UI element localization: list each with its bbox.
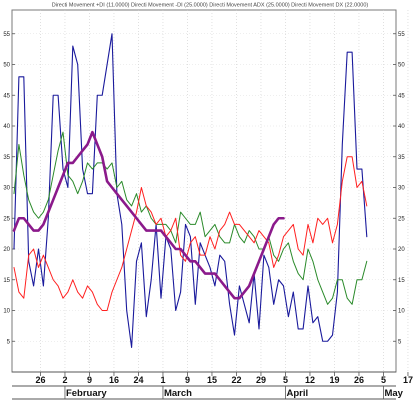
month-label: March — [164, 388, 192, 399]
y-tick-label-right: 40 — [398, 124, 405, 130]
x-tick-label: 12 — [305, 375, 315, 385]
y-tick-label-right: 20 — [398, 247, 405, 253]
month-label: May — [384, 388, 403, 399]
y-tick-label-left: 45 — [3, 93, 10, 99]
x-tick-label: 22 — [231, 375, 241, 385]
x-tick-label: 16 — [109, 375, 119, 385]
y-axis-left: 5 10 15 20 25 30 35 40 45 50 55 — [3, 32, 15, 345]
y-tick-label-left: 25 — [3, 216, 10, 222]
month-label: February — [66, 388, 107, 399]
y-tick-label-left: 5 — [7, 339, 11, 345]
x-tick-label: 26 — [35, 375, 45, 385]
x-tick-label: 9 — [87, 375, 92, 385]
month-label: April — [286, 388, 308, 399]
x-tick-label: 19 — [329, 375, 339, 385]
x-tick-label: 29 — [256, 375, 266, 385]
x-tick-label: 5 — [381, 375, 386, 385]
x-tick-label: 15 — [207, 375, 217, 385]
y-tick-label-right: 35 — [398, 155, 405, 161]
y-tick-label-right: 50 — [398, 63, 405, 69]
x-tick-label: 1 — [160, 375, 165, 385]
y-tick-label-left: 35 — [3, 155, 10, 161]
y-tick-label-right: 25 — [398, 216, 405, 222]
y-tick-label-right: 5 — [398, 339, 402, 345]
x-tick-label: 17 — [403, 375, 413, 385]
y-tick-label-left: 55 — [3, 32, 10, 38]
y-tick-label-left: 20 — [3, 247, 10, 253]
y-tick-label-left: 50 — [3, 63, 10, 69]
y-tick-label-left: 10 — [3, 309, 10, 315]
y-tick-label-right: 45 — [398, 93, 405, 99]
series-line — [13, 131, 368, 305]
y-tick-label-right: 10 — [398, 309, 405, 315]
y-axis-right: 5 10 15 20 25 30 35 40 45 50 55 — [393, 32, 405, 345]
x-tick-label: 2 — [62, 375, 67, 385]
x-tick-label: 24 — [133, 375, 143, 385]
y-tick-label-right: 30 — [398, 186, 405, 192]
series-line — [12, 130, 285, 300]
x-tick-label: 5 — [283, 375, 288, 385]
y-tick-label-left: 40 — [3, 124, 10, 130]
series-layer — [12, 33, 368, 348]
x-tick-label: 26 — [354, 375, 364, 385]
y-tick-label-right: 55 — [398, 32, 405, 38]
series-line — [13, 33, 368, 348]
y-tick-label-left: 30 — [3, 186, 10, 192]
chart-title: Directi Movement +DI (11.0000) Directi M… — [52, 3, 369, 9]
series-line — [13, 156, 368, 311]
y-tick-label-right: 15 — [398, 278, 405, 284]
y-tick-label-left: 15 — [3, 278, 10, 284]
x-axis: 26291624191522295121926517243171421Febru… — [12, 371, 413, 400]
x-tick-label: 9 — [185, 375, 190, 385]
